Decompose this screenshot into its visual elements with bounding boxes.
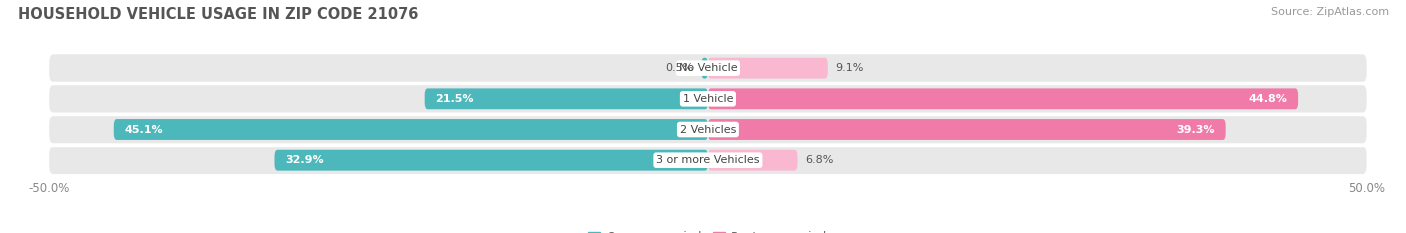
FancyBboxPatch shape bbox=[49, 85, 1367, 113]
Text: 6.8%: 6.8% bbox=[806, 155, 834, 165]
FancyBboxPatch shape bbox=[709, 119, 1226, 140]
Text: 32.9%: 32.9% bbox=[285, 155, 323, 165]
Legend: Owner-occupied, Renter-occupied: Owner-occupied, Renter-occupied bbox=[583, 227, 832, 233]
Text: Source: ZipAtlas.com: Source: ZipAtlas.com bbox=[1271, 7, 1389, 17]
Text: 9.1%: 9.1% bbox=[835, 63, 865, 73]
Text: 45.1%: 45.1% bbox=[124, 124, 163, 134]
Text: 1 Vehicle: 1 Vehicle bbox=[683, 94, 733, 104]
FancyBboxPatch shape bbox=[49, 146, 1367, 174]
FancyBboxPatch shape bbox=[274, 150, 709, 171]
FancyBboxPatch shape bbox=[702, 58, 709, 79]
FancyBboxPatch shape bbox=[114, 119, 709, 140]
FancyBboxPatch shape bbox=[709, 88, 1298, 109]
Text: 21.5%: 21.5% bbox=[436, 94, 474, 104]
Text: No Vehicle: No Vehicle bbox=[679, 63, 737, 73]
FancyBboxPatch shape bbox=[49, 116, 1367, 143]
FancyBboxPatch shape bbox=[709, 150, 797, 171]
FancyBboxPatch shape bbox=[425, 88, 709, 109]
Text: HOUSEHOLD VEHICLE USAGE IN ZIP CODE 21076: HOUSEHOLD VEHICLE USAGE IN ZIP CODE 2107… bbox=[18, 7, 419, 22]
FancyBboxPatch shape bbox=[49, 54, 1367, 82]
Text: 2 Vehicles: 2 Vehicles bbox=[679, 124, 737, 134]
Text: 39.3%: 39.3% bbox=[1177, 124, 1215, 134]
Text: 3 or more Vehicles: 3 or more Vehicles bbox=[657, 155, 759, 165]
Text: 44.8%: 44.8% bbox=[1249, 94, 1288, 104]
Text: 0.5%: 0.5% bbox=[665, 63, 693, 73]
FancyBboxPatch shape bbox=[709, 58, 828, 79]
